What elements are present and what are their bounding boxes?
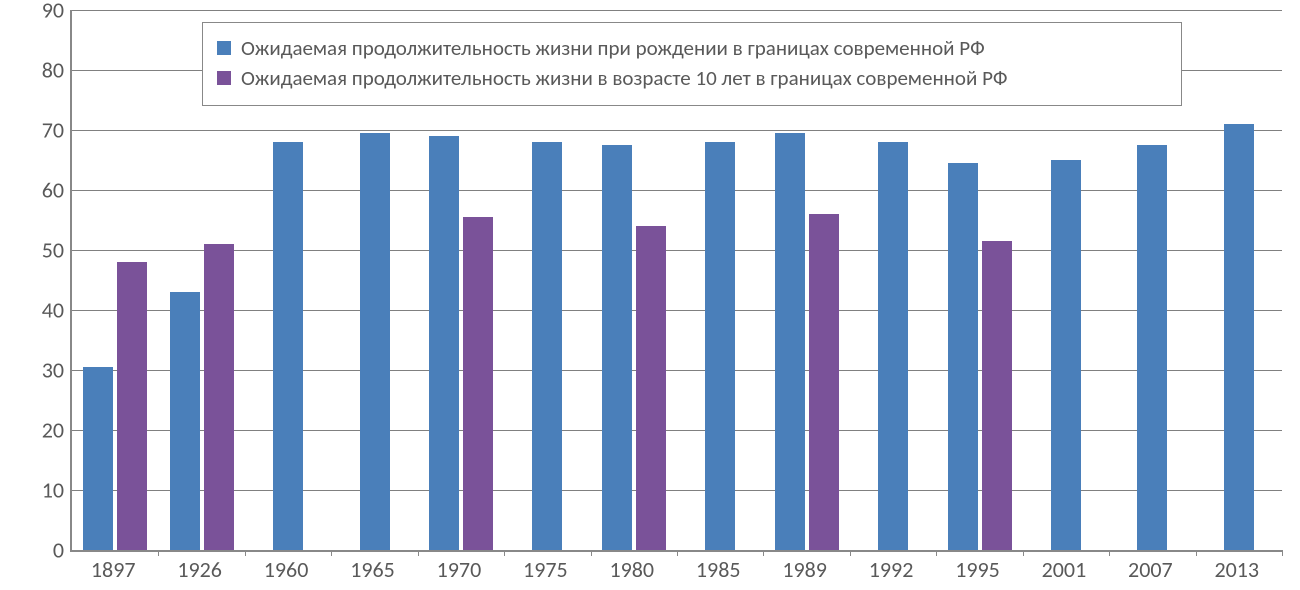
ytick-label: 20	[6, 417, 64, 444]
xtick-mark	[245, 550, 246, 556]
xtick-label: 1995	[955, 556, 1000, 583]
xtick-mark	[763, 550, 764, 556]
legend-label-1: Ожидаемая продолжительность жизни в возр…	[241, 65, 1008, 91]
xtick-label: 2013	[1214, 556, 1259, 583]
ytick-label: 60	[6, 177, 64, 204]
bar-series-0	[878, 142, 908, 550]
xtick-label: 1985	[696, 556, 741, 583]
ytick-label: 30	[6, 357, 64, 384]
legend-item-0: Ожидаемая продолжительность жизни при ро…	[217, 35, 1167, 61]
xtick-label: 1992	[869, 556, 914, 583]
bar-series-1	[204, 244, 234, 550]
gridline	[72, 430, 1282, 431]
gridline	[72, 490, 1282, 491]
bar-series-1	[463, 217, 493, 550]
bar-series-0	[602, 145, 632, 550]
xtick-mark	[936, 550, 937, 556]
xtick-mark	[1282, 550, 1283, 556]
bar-series-0	[705, 142, 735, 550]
gridline	[72, 370, 1282, 371]
gridline	[72, 10, 1282, 11]
xtick-label: 1965	[350, 556, 395, 583]
ytick-label: 70	[6, 117, 64, 144]
xtick-mark	[158, 550, 159, 556]
ytick-label: 50	[6, 237, 64, 264]
bar-series-0	[83, 367, 113, 550]
bar-series-1	[636, 226, 666, 550]
bar-series-1	[809, 214, 839, 550]
bar-series-0	[170, 292, 200, 550]
xtick-mark	[850, 550, 851, 556]
xtick-label: 1926	[177, 556, 222, 583]
gridline	[72, 310, 1282, 311]
xtick-mark	[331, 550, 332, 556]
bar-series-0	[360, 133, 390, 550]
xtick-mark	[1023, 550, 1024, 556]
legend: Ожидаемая продолжительность жизни при ро…	[202, 22, 1182, 106]
legend-swatch-0	[217, 41, 231, 55]
bar-series-0	[1137, 145, 1167, 550]
bar-series-0	[948, 163, 978, 550]
ytick-label: 40	[6, 297, 64, 324]
bar-series-1	[982, 241, 1012, 550]
gridline	[72, 190, 1282, 191]
bar-series-1	[117, 262, 147, 550]
xtick-label: 2007	[1128, 556, 1173, 583]
bar-series-0	[1224, 124, 1254, 550]
xtick-label: 1980	[609, 556, 654, 583]
xtick-mark	[677, 550, 678, 556]
xtick-label: 1960	[264, 556, 309, 583]
bar-series-0	[273, 142, 303, 550]
ytick-label: 90	[6, 0, 64, 24]
xtick-mark	[418, 550, 419, 556]
xtick-mark	[1196, 550, 1197, 556]
bar-series-0	[532, 142, 562, 550]
xtick-label: 1989	[782, 556, 827, 583]
xtick-label: 2001	[1042, 556, 1087, 583]
bar-series-0	[429, 136, 459, 550]
ytick-label: 0	[6, 537, 64, 564]
legend-item-1: Ожидаемая продолжительность жизни в возр…	[217, 65, 1167, 91]
xtick-mark	[1109, 550, 1110, 556]
gridline	[72, 130, 1282, 131]
xtick-mark	[504, 550, 505, 556]
ytick-label: 10	[6, 477, 64, 504]
legend-swatch-1	[217, 71, 231, 85]
xtick-label: 1970	[437, 556, 482, 583]
ytick-label: 80	[6, 57, 64, 84]
xtick-label: 1975	[523, 556, 568, 583]
bar-series-0	[1051, 160, 1081, 550]
legend-label-0: Ожидаемая продолжительность жизни при ро…	[241, 35, 985, 61]
bar-series-0	[775, 133, 805, 550]
life-expectancy-chart: Ожидаемая продолжительность жизни при ро…	[0, 0, 1300, 590]
xtick-mark	[591, 550, 592, 556]
xtick-label: 1897	[91, 556, 136, 583]
gridline	[72, 250, 1282, 251]
